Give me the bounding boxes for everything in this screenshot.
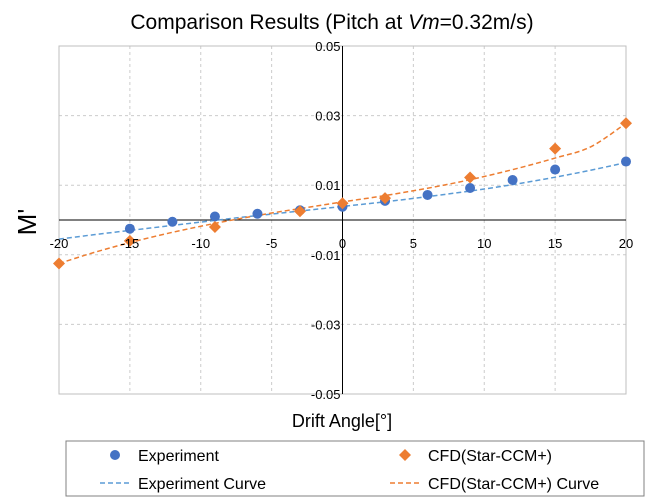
x-tick-label: -10 — [191, 236, 210, 251]
legend-label: Experiment — [138, 448, 219, 465]
series-curve-2 — [58, 161, 627, 240]
y-tick-label: 0.01 — [315, 178, 340, 193]
legend-label: CFD(Star-CCM+) Curve — [428, 476, 599, 493]
data-point-0 — [124, 223, 135, 234]
axes — [59, 46, 626, 394]
legend-label: CFD(Star-CCM+) — [428, 448, 552, 465]
y-tick-label: 0.03 — [315, 109, 340, 124]
data-point-0 — [621, 156, 631, 167]
x-axis-label: Drift Angle[°] — [292, 411, 392, 431]
x-tick-label: 15 — [548, 236, 562, 251]
data-point-1 — [208, 220, 221, 233]
data-point-1 — [464, 171, 477, 184]
tick-labels: -20 -15 -10 -5 0 5 10 15 20 -0.05 -0.03 -0.01 0.01 0.… — [50, 39, 634, 402]
x-tick-label: -15 — [120, 236, 139, 251]
legend-label: Experiment Curve — [138, 476, 266, 493]
data-point-1 — [53, 257, 65, 270]
legend: Experiment CFD(Star-CCM+) Experiment Curve… — [100, 448, 599, 493]
data-point-1 — [549, 142, 562, 155]
y-tick-label: -0.01 — [311, 248, 341, 263]
x-tick-label: 5 — [410, 236, 417, 251]
data-point-0 — [550, 164, 561, 175]
x-tick-label: 10 — [477, 236, 491, 251]
legend-box — [65, 440, 645, 497]
y-axis-label: M' — [12, 209, 42, 236]
chart-title-prefix: Comparison Results (Pitch at — [130, 11, 408, 34]
data-point-0 — [465, 182, 476, 193]
legend-marker — [110, 450, 120, 460]
y-tick-label: 0.05 — [315, 39, 340, 54]
data-point-1 — [336, 197, 349, 210]
x-tick-label: 0 — [339, 236, 346, 251]
chart-title-variable: Vm — [408, 11, 440, 34]
data-point-0 — [422, 189, 433, 200]
chart-title-suffix: =0.32m/s) — [440, 11, 534, 34]
data-point-1 — [620, 117, 632, 130]
legend-marker — [399, 449, 411, 461]
y-tick-label: -0.05 — [311, 387, 341, 402]
data-point-1 — [293, 205, 306, 218]
y-tick-label: -0.03 — [311, 317, 341, 332]
x-tick-label: -20 — [50, 236, 69, 251]
x-tick-label: 20 — [619, 236, 633, 251]
data-point-0 — [167, 216, 178, 227]
chart-title: Comparison Results (Pitch at Vm=0.32m/s) — [130, 11, 533, 34]
data-point-0 — [209, 211, 220, 222]
data-point-1 — [123, 234, 136, 247]
data-point-0 — [507, 174, 518, 185]
data-point-0 — [252, 208, 263, 219]
x-tick-label: -5 — [266, 236, 278, 251]
points — [53, 117, 632, 270]
data-point-1 — [379, 192, 392, 205]
